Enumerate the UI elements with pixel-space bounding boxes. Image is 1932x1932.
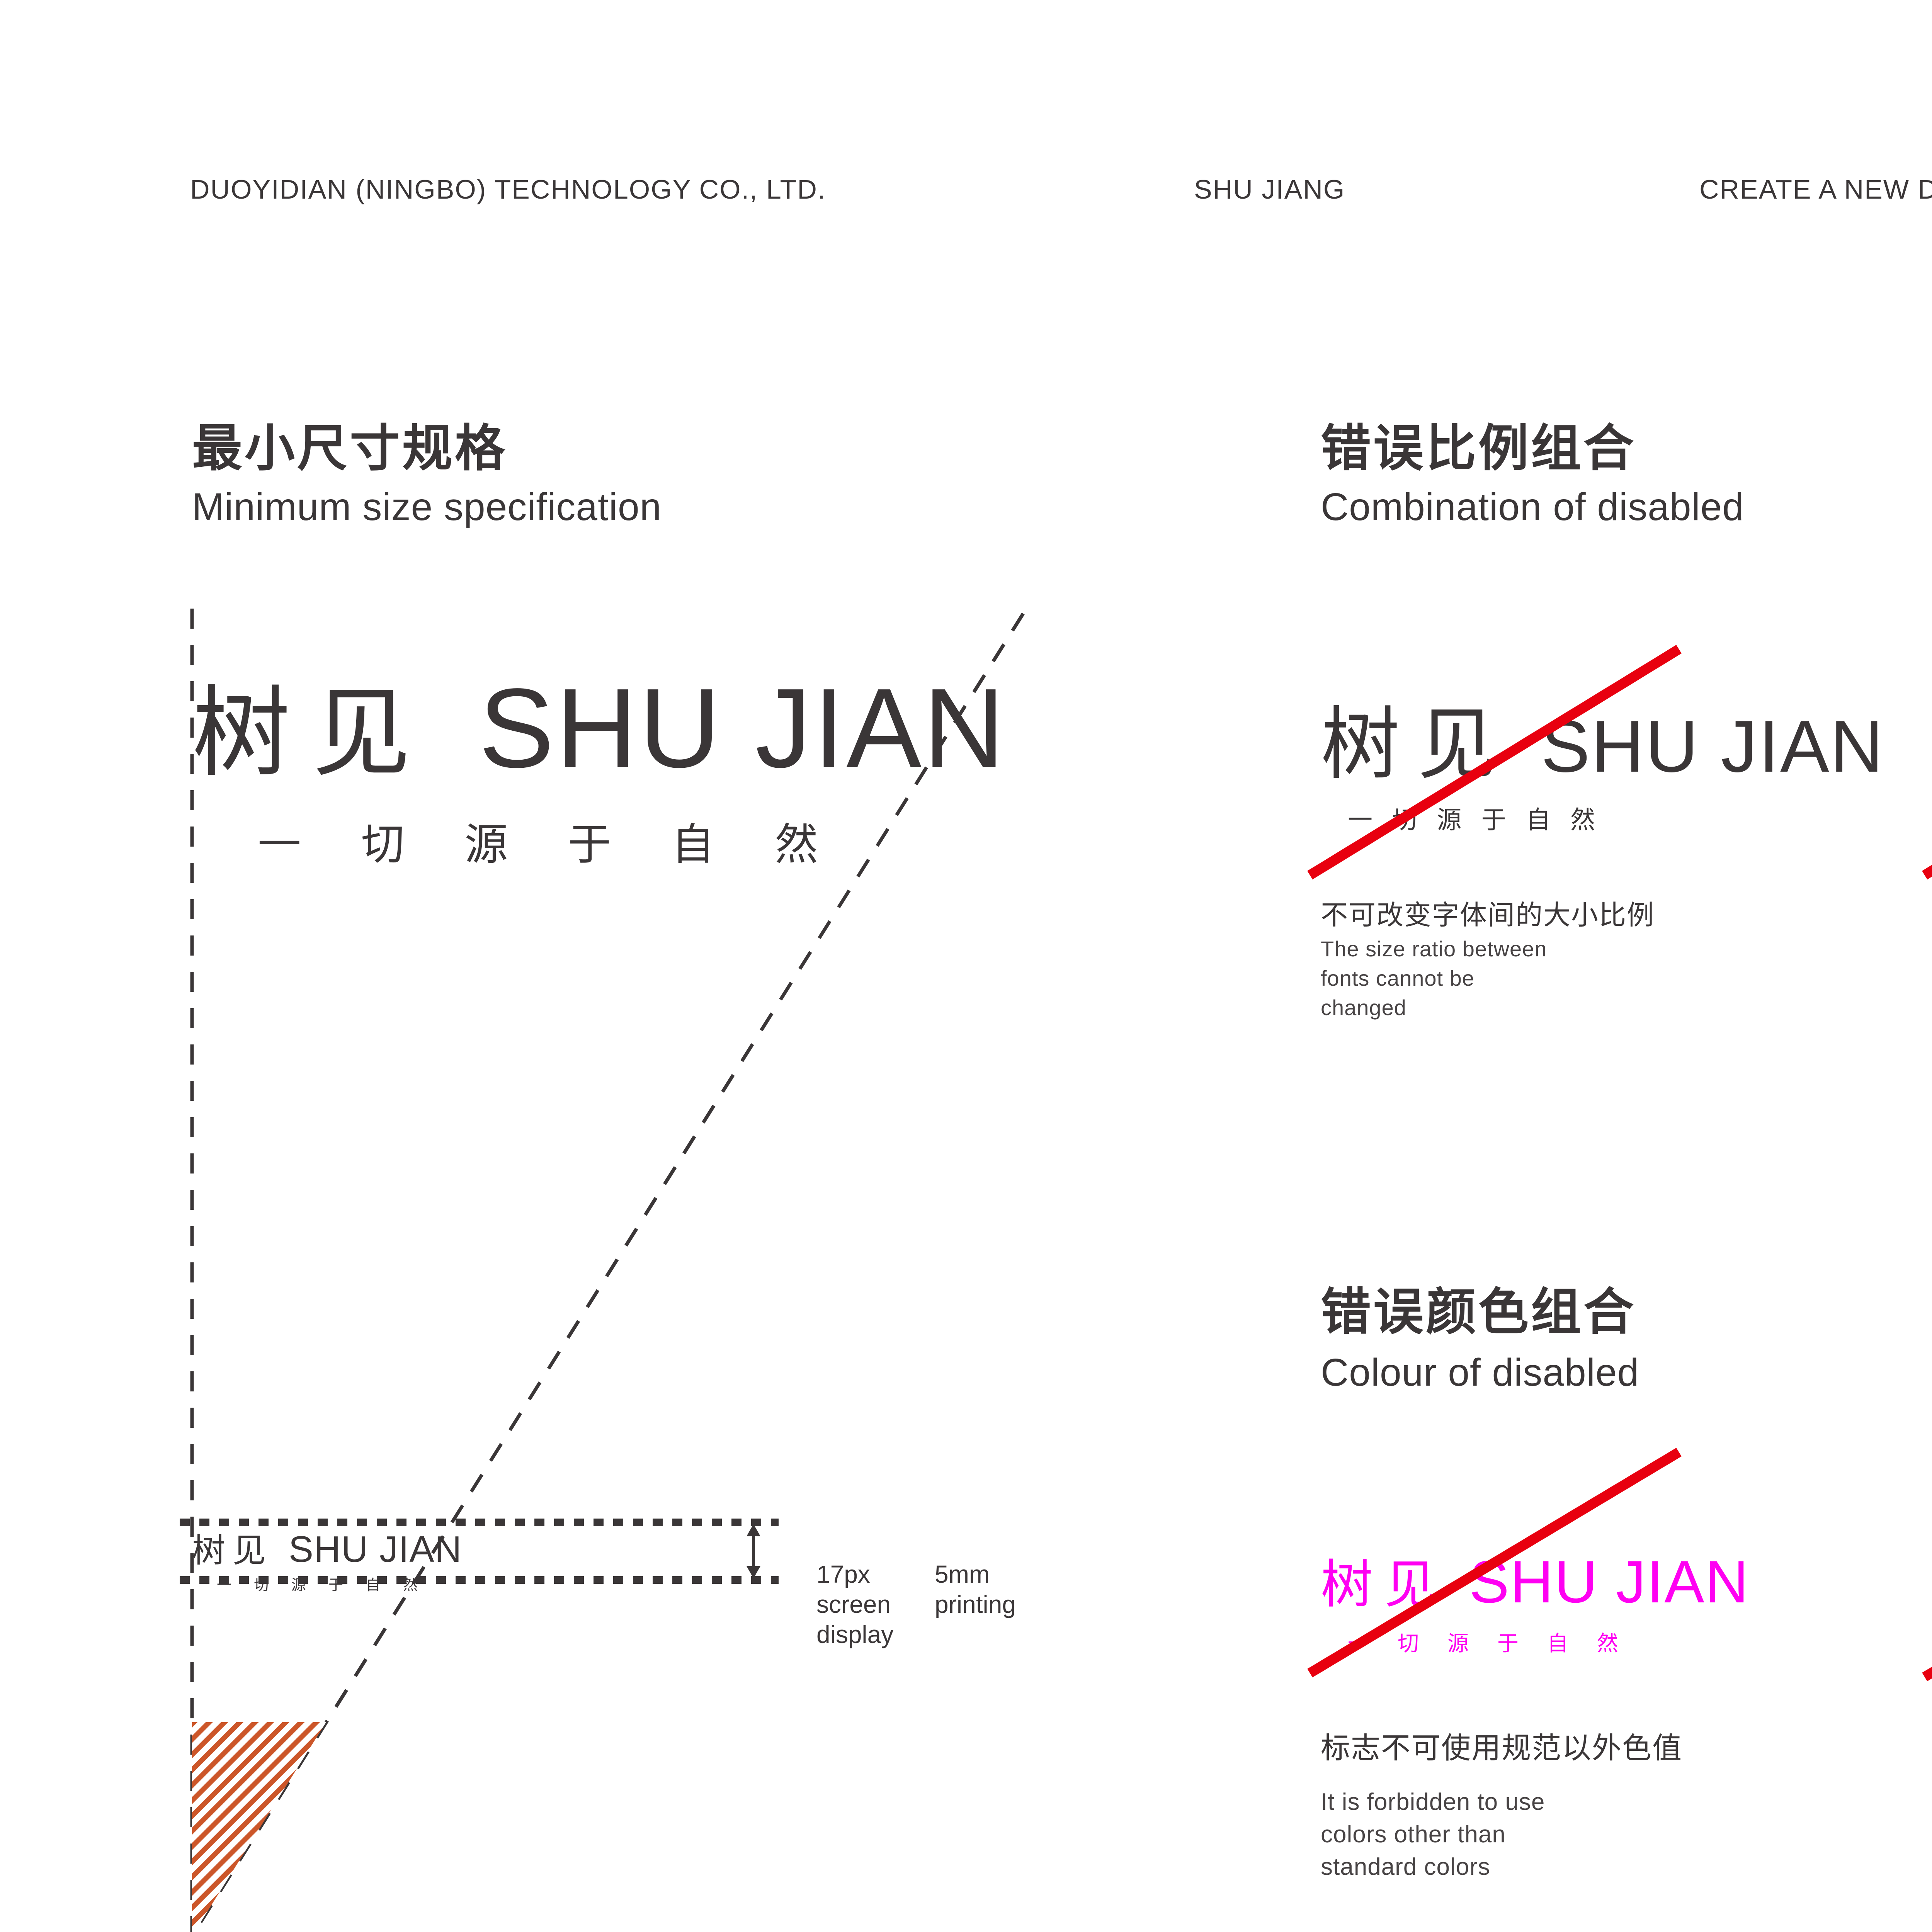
- logo-latin-wordmark: SHU JIAN: [288, 1529, 462, 1570]
- strike-color-2: [1922, 1667, 1932, 1682]
- logo-cn-wordmark: 树见: [192, 678, 433, 788]
- slogan-char: 然: [403, 1577, 418, 1594]
- hatched-min-area-triangle: [192, 1722, 326, 1932]
- wrong-logo-size-ratio: 树见 SHU JIAN 一 切 源 于 自 然: [1321, 680, 1884, 836]
- logo-slogan: 一 切 源 于 自 然: [1348, 1626, 1618, 1657]
- header-brand-name: SHU JIANG: [1194, 174, 1345, 204]
- min-size-title-cn: 最小尺寸规格: [192, 420, 508, 476]
- wrong-proportion-title-en: Combination of disabled: [1321, 485, 1744, 529]
- wrong-color-title-en: Colour of disabled: [1321, 1351, 1639, 1394]
- caption-en-line: changed: [1321, 995, 1406, 1020]
- slogan-char: 一: [1348, 806, 1372, 834]
- screen-size-value: 17px: [816, 1560, 870, 1588]
- slogan-char: 然: [774, 820, 818, 869]
- min-size-title-en: Minimum size specification: [192, 485, 662, 529]
- company-name: DUOYIDIAN (NINGBO) TECHNOLOGY CO., LTD.: [190, 174, 826, 204]
- slogan-char: 切: [254, 1577, 269, 1594]
- minimum-size-logo: 树见 SHU JIAN 一 切 源 于 自 然: [192, 1523, 462, 1594]
- strike-proportion-2: [1922, 865, 1932, 880]
- screen-size-label: 17px screen display: [816, 1559, 893, 1650]
- screen-size-word: screen: [816, 1590, 891, 1618]
- caption-en-line: fonts cannot be: [1321, 966, 1475, 990]
- caption-en-line: It is forbidden to use: [1321, 1789, 1545, 1815]
- logo-latin-wordmark: SHU JIAN: [1541, 706, 1884, 787]
- dimension-arrow-heads: [747, 1524, 760, 1578]
- slogan-char: 源: [1437, 806, 1462, 834]
- caption-cn: 不可改变字体间的大小比例: [1321, 900, 1655, 930]
- wrong-color-title-cn: 错误颜色组合: [1321, 1284, 1636, 1340]
- slogan-char: 自: [1526, 806, 1551, 834]
- logo-latin-wordmark: SHU JIAN: [1469, 1548, 1750, 1615]
- wrong-proportion-title-cn: 错误比例组合: [1321, 420, 1636, 476]
- slogan-char: 切: [1392, 806, 1417, 834]
- caption-cn: 标志不可使用规范以外色值: [1321, 1732, 1682, 1765]
- logo-cn-wordmark: 树见: [1321, 700, 1514, 789]
- slogan-char: 源: [464, 820, 508, 869]
- slogan-char: 源: [1447, 1631, 1469, 1655]
- caption-en: It is forbidden to use colors other than…: [1321, 1786, 1545, 1883]
- slogan-char: 切: [361, 820, 405, 869]
- slogan-char: 一: [217, 1577, 232, 1594]
- slogan-char: 一: [1348, 1631, 1369, 1655]
- arrow-head-up: [747, 1524, 760, 1536]
- print-size-value: 5mm: [935, 1560, 990, 1588]
- logo-slogan: 一 切 源 于 自 然: [258, 810, 818, 872]
- slogan-char: 切: [1397, 1631, 1419, 1655]
- slogan-char: 于: [328, 1577, 344, 1594]
- main-logo: 树见 SHU JIAN 一 切 源 于 自 然: [192, 653, 1007, 872]
- slogan-char: 于: [1481, 806, 1506, 834]
- slogan-char: 自: [366, 1577, 381, 1594]
- logo-cn-wordmark: 树见: [192, 1532, 273, 1569]
- logo-latin-wordmark: SHU JIAN: [479, 665, 1007, 791]
- arrow-head-down: [747, 1566, 760, 1578]
- logo-slogan: 一 切 源 于 自 然: [1348, 800, 1595, 836]
- logo-slogan: 一 切 源 于 自 然: [217, 1573, 418, 1594]
- slogan-char: 于: [568, 820, 611, 869]
- screen-size-word: display: [816, 1621, 894, 1648]
- caption-en-line: standard colors: [1321, 1854, 1490, 1880]
- slogan-char: 源: [291, 1577, 306, 1594]
- slogan-char: 自: [671, 820, 715, 869]
- slogan-char: 然: [1570, 806, 1595, 834]
- slogan-char: 自: [1547, 1631, 1568, 1655]
- print-size-word: printing: [935, 1590, 1016, 1618]
- print-size-label: 5mm printing: [935, 1559, 1016, 1619]
- logo-cn-wordmark: 树见: [1321, 1555, 1448, 1614]
- slogan-char: 于: [1497, 1631, 1519, 1655]
- header-slogan: CREATE A NEW DOMESTIC BRAND OF EYE PROTE…: [1699, 174, 1932, 204]
- slogan-char: 一: [258, 820, 301, 869]
- wrong-logo-magenta: 树见 SHU JIAN 一 切 源 于 自 然: [1321, 1542, 1749, 1657]
- caption-en: The size ratio between fonts cannot be c…: [1321, 934, 1547, 1022]
- caption-en-line: colors other than: [1321, 1821, 1506, 1848]
- caption-en-line: The size ratio between: [1321, 937, 1547, 961]
- slogan-char: 然: [1597, 1631, 1618, 1655]
